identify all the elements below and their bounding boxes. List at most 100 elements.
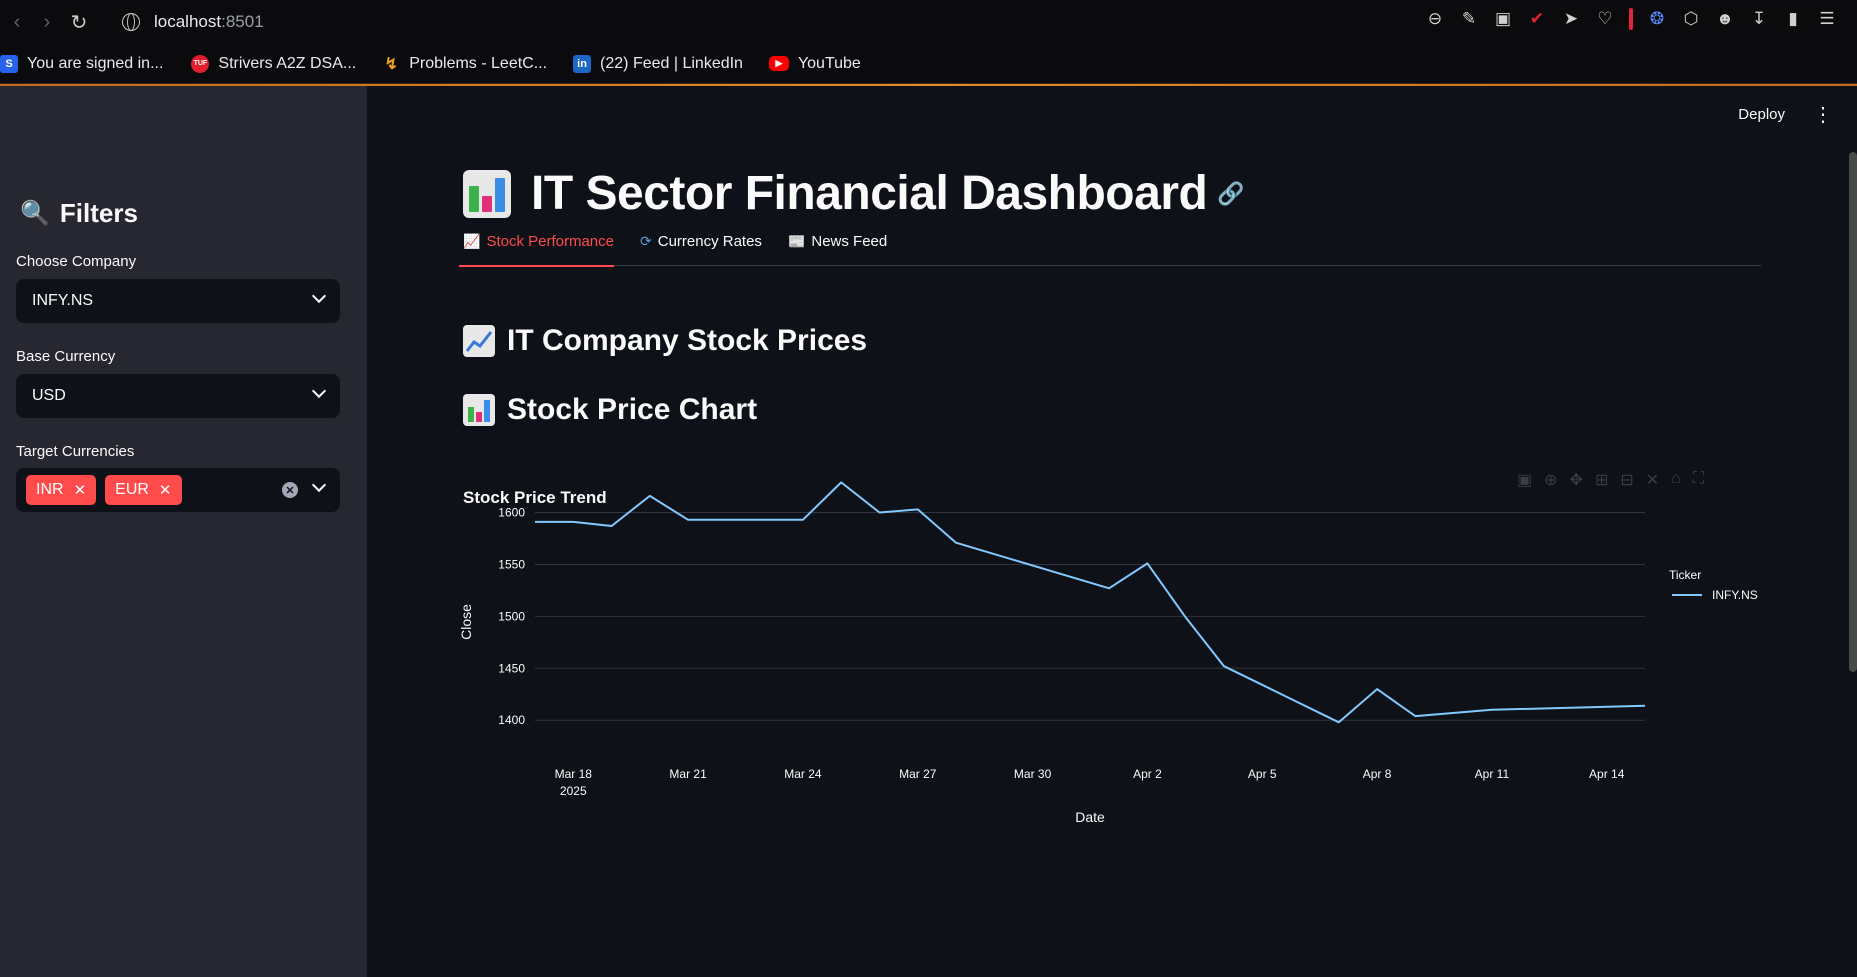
tab-news-feed[interactable]: 📰 News Feed [784, 218, 887, 266]
bookmarks-bar: S You are signed in... TUF Strivers A2Z … [0, 44, 1857, 84]
y-tick-label: 1450 [498, 661, 525, 675]
bar-chart-icon [463, 169, 511, 218]
exchange-icon: ⟳ [640, 233, 652, 249]
bookmark-label: Strivers A2Z DSA... [218, 54, 357, 72]
company-select[interactable]: INFY.NS [16, 279, 340, 323]
link-icon[interactable]: 🔗 [1217, 180, 1245, 206]
currency-tag[interactable]: EUR ✕ [105, 475, 182, 505]
magnifier-icon: 🔍 [20, 200, 50, 227]
profile-icon[interactable]: ☻ [1716, 9, 1734, 28]
x-tick-sublabel: 2025 [560, 784, 587, 798]
currency-tag[interactable]: INR ✕ [26, 475, 97, 505]
zoom-icon[interactable]: ⊕ [1544, 472, 1558, 489]
back-icon[interactable]: ‹ [13, 10, 21, 33]
scrollbar[interactable] [1849, 152, 1857, 672]
camera-icon[interactable]: ▣ [1517, 472, 1533, 489]
url-port: :8501 [221, 12, 264, 31]
address-bar[interactable]: localhost:8501 [122, 12, 264, 32]
x-tick-label: Mar 18 [555, 767, 593, 781]
battery-icon[interactable]: ▮ [1788, 9, 1798, 28]
forward-icon[interactable]: › [43, 10, 51, 33]
send-icon[interactable]: ➤ [1563, 9, 1579, 28]
autoscale-icon[interactable]: ✕ [1645, 472, 1660, 489]
trend-chart-icon [463, 325, 495, 357]
clear-all-icon[interactable]: ✕ [282, 482, 298, 498]
youtube-icon: ▶ [768, 56, 789, 71]
globe-icon [122, 13, 140, 31]
x-tick-label: Mar 24 [784, 767, 822, 781]
series-line [535, 481, 1646, 724]
bookmark-leetcode[interactable]: ↯ Problems - LeetC... [382, 54, 548, 73]
x-tick-label: Mar 27 [899, 767, 937, 781]
chevron-down-icon[interactable] [311, 288, 327, 304]
newspaper-icon: 📰 [787, 233, 806, 249]
url-host: localhost [154, 12, 222, 31]
zoom-out-icon[interactable]: ⊟ [1620, 472, 1634, 489]
currency-tag-label: EUR [115, 481, 149, 498]
y-tick-label: 1400 [498, 713, 525, 727]
bookmark-youtube[interactable]: ▶ YouTube [768, 54, 861, 73]
more-options-icon[interactable]: ⋮ [1813, 103, 1833, 126]
menu-icon[interactable]: ☰ [1819, 9, 1835, 28]
tab-stock-performance[interactable]: 📈 Stock Performance [459, 218, 614, 267]
x-tick-label: Mar 30 [1014, 767, 1052, 781]
reload-icon[interactable]: ↻ [70, 11, 88, 34]
sidebar-title-text: Filters [59, 198, 138, 228]
bookmark-label: YouTube [797, 54, 861, 72]
trend-icon: 📈 [463, 233, 481, 249]
base-currency-select[interactable]: USD [16, 374, 340, 418]
tab-bar: 📈 Stock Performance ⟳ Currency Rates 📰 N… [459, 218, 1761, 267]
remove-icon[interactable]: ✕ [158, 482, 172, 499]
pan-icon[interactable]: ✥ [1569, 472, 1583, 489]
section-heading-text: IT Company Stock Prices [507, 324, 868, 357]
shield-check-icon[interactable]: ✔ [1529, 9, 1545, 28]
remove-icon[interactable]: ✕ [73, 482, 87, 499]
chevron-down-icon[interactable] [311, 383, 327, 399]
bar-chart-icon [463, 394, 495, 426]
tab-currency-rates[interactable]: ⟳ Currency Rates [636, 218, 762, 266]
bookmark-label: You are signed in... [27, 54, 164, 72]
divider [1629, 8, 1633, 30]
bookmark-label: Problems - LeetC... [409, 54, 548, 72]
bookmark-strivers[interactable]: TUF Strivers A2Z DSA... [191, 54, 357, 73]
x-axis-label: Date [1075, 809, 1105, 825]
chevron-down-icon[interactable] [311, 477, 327, 493]
target-currencies-label: Target Currencies [16, 443, 135, 460]
deploy-button[interactable]: Deploy [1738, 106, 1785, 123]
legend-label: INFY.NS [1712, 588, 1758, 602]
page-title-text: IT Sector Financial Dashboard [531, 167, 1208, 220]
zoom-in-icon[interactable]: ⊞ [1594, 472, 1609, 489]
chart-modebar: ▣ ⊕ ✥ ⊞ ⊟ ✕ ⌂ ⛶ [1517, 470, 1704, 490]
section-heading-stock-prices: IT Company Stock Prices [463, 324, 867, 358]
legend-title: Ticker [1669, 568, 1701, 582]
zoom-out-icon[interactable]: ⊖ [1427, 9, 1443, 28]
x-tick-label: Apr 14 [1589, 767, 1625, 781]
x-tick-label: Apr 5 [1248, 767, 1277, 781]
cube-icon[interactable]: ⬡ [1683, 9, 1699, 28]
download-icon[interactable]: ↧ [1751, 9, 1767, 28]
chart-title: Stock Price Trend [463, 488, 607, 507]
edit-image-icon[interactable]: ✎ [1461, 9, 1477, 28]
x-tick-label: Mar 21 [669, 767, 707, 781]
stock-price-chart[interactable]: 1400 1450 1500 1550 1600 Mar 18 2025 Mar 21 Mar … [367, 86, 1857, 977]
home-icon[interactable]: ⌂ [1671, 470, 1681, 487]
y-tick-label: 1600 [498, 506, 525, 520]
extension-icon[interactable]: ❂ [1649, 9, 1665, 28]
x-tick-label: Apr 11 [1475, 767, 1510, 781]
heart-icon[interactable]: ♡ [1597, 9, 1613, 28]
screenshot-icon[interactable]: ▣ [1494, 9, 1512, 28]
bookmark-linkedin[interactable]: in (22) Feed | LinkedIn [573, 54, 743, 73]
section-heading-text: Stock Price Chart [507, 393, 758, 426]
company-label: Choose Company [16, 253, 137, 270]
bookmark-signed-in[interactable]: S You are signed in... [0, 54, 164, 73]
s-icon: S [0, 54, 18, 73]
target-currencies-multiselect[interactable]: INR ✕ EUR ✕ ✕ [16, 468, 340, 512]
sidebar: 🔍 Filters Choose Company INFY.NS Base Cu… [0, 86, 367, 977]
tab-label: Currency Rates [657, 233, 762, 250]
x-tick-label: Apr 2 [1133, 767, 1162, 781]
y-tick-label: 1550 [498, 557, 525, 571]
main-content: Deploy ⋮ IT Sector Financial Dashboard 🔗… [367, 86, 1857, 977]
company-value: INFY.NS [32, 292, 94, 309]
sidebar-title: 🔍 Filters [20, 198, 138, 229]
fullscreen-icon[interactable]: ⛶ [1692, 470, 1705, 487]
